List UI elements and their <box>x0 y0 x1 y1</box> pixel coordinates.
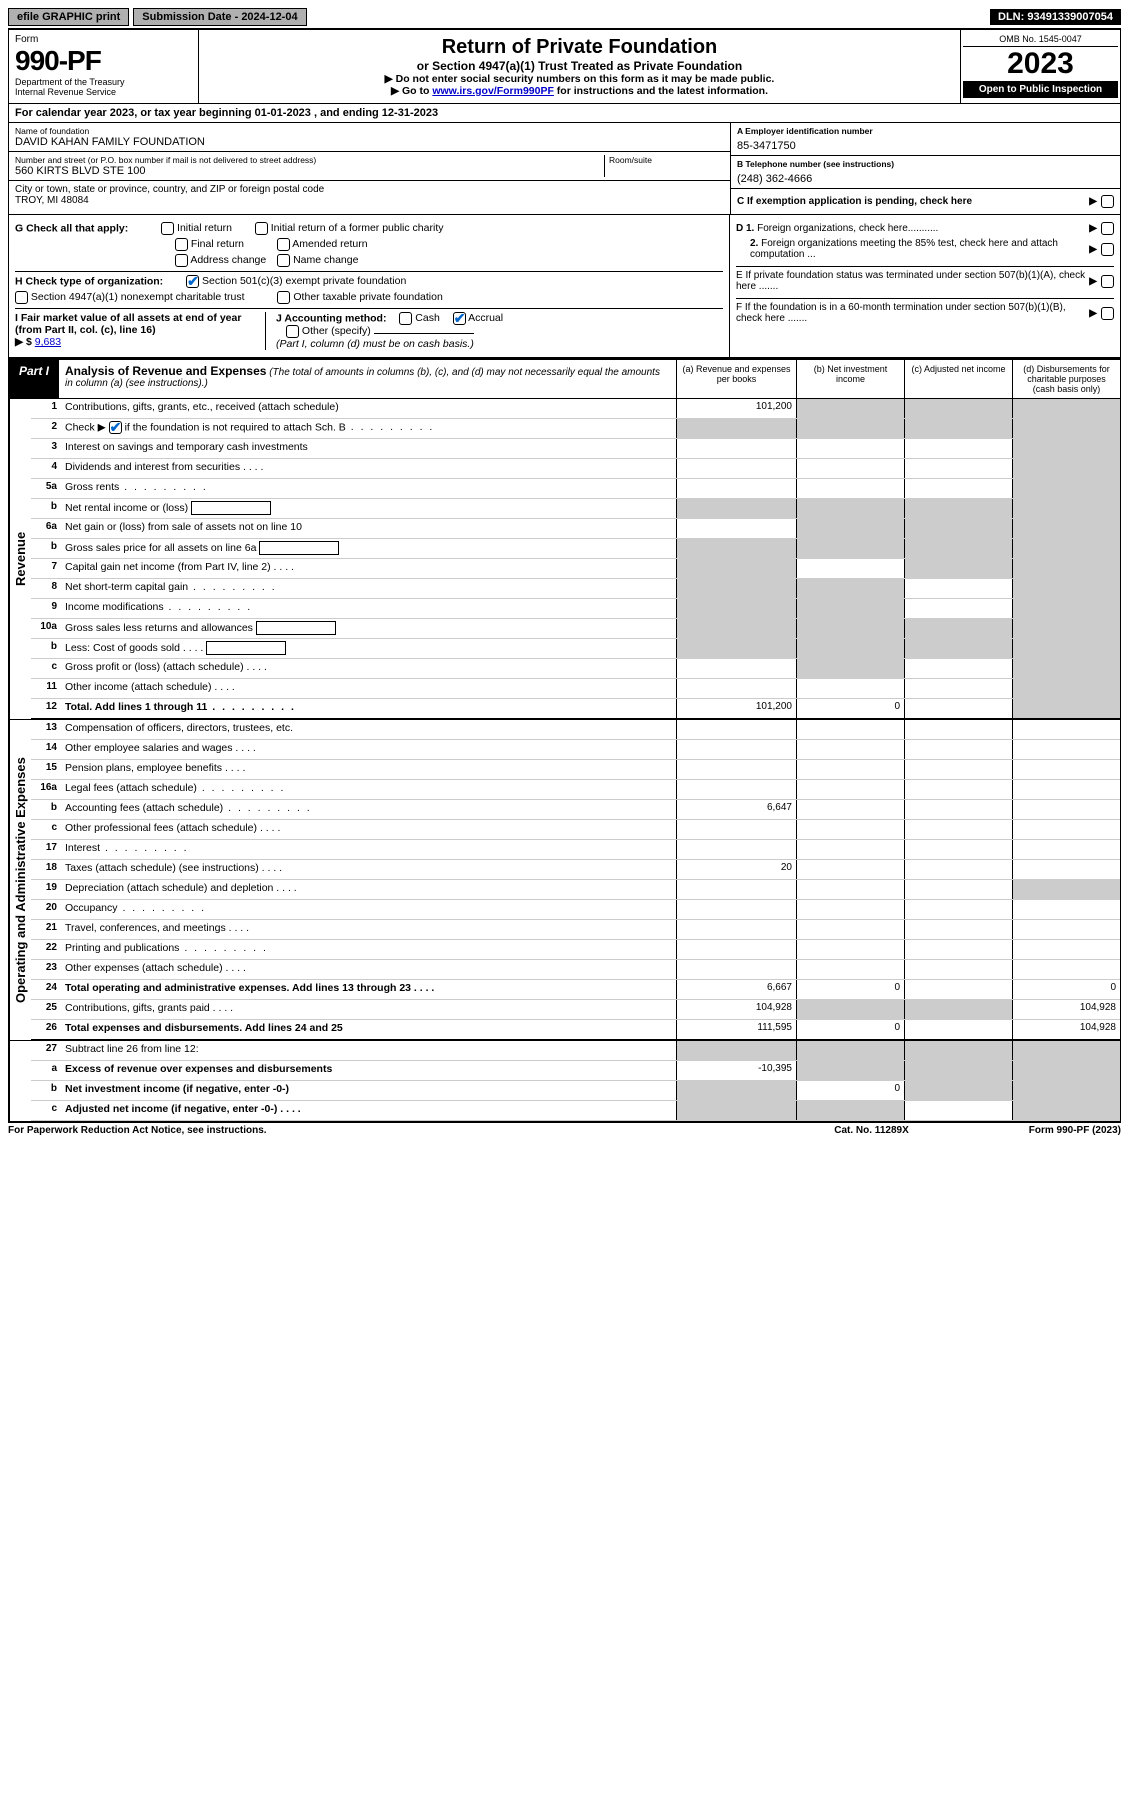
j-other-checkbox[interactable] <box>286 325 299 338</box>
top-bar: efile GRAPHIC print Submission Date - 20… <box>8 8 1121 26</box>
g-amended-checkbox[interactable] <box>277 238 290 251</box>
revenue-label: Revenue <box>9 399 31 719</box>
g-row: G Check all that apply: Initial return I… <box>15 222 723 235</box>
col-a-head: (a) Revenue and expenses per books <box>676 360 796 398</box>
col-d-head: (d) Disbursements for charitable purpose… <box>1012 360 1120 398</box>
note2: ▶ Go to www.irs.gov/Form990PF for instru… <box>209 85 950 97</box>
f-checkbox[interactable] <box>1101 307 1114 320</box>
open-public: Open to Public Inspection <box>963 81 1118 98</box>
footer-left: For Paperwork Reduction Act Notice, see … <box>8 1125 267 1136</box>
h-501c3-checkbox[interactable] <box>186 275 199 288</box>
form-subtitle: or Section 4947(a)(1) Trust Treated as P… <box>209 59 950 73</box>
efile-button[interactable]: efile GRAPHIC print <box>8 8 129 26</box>
footer-mid: Cat. No. 11289X <box>834 1125 908 1136</box>
note1: ▶ Do not enter social security numbers o… <box>209 73 950 85</box>
g-initial-checkbox[interactable] <box>161 222 174 235</box>
g-name-checkbox[interactable] <box>277 254 290 267</box>
fmv-value[interactable]: 9,683 <box>35 336 61 348</box>
header-right: OMB No. 1545-0047 2023 Open to Public In… <box>960 30 1120 103</box>
col-b-head: (b) Net investment income <box>796 360 904 398</box>
g-initial-former-checkbox[interactable] <box>255 222 268 235</box>
h-4947-checkbox[interactable] <box>15 291 28 304</box>
phone-cell: B Telephone number (see instructions) (2… <box>731 156 1120 189</box>
name-cell: Name of foundation DAVID KAHAN FAMILY FO… <box>9 123 730 152</box>
header-left: Form 990-PF Department of the Treasury I… <box>9 30 199 103</box>
checks-grid: G Check all that apply: Initial return I… <box>8 215 1121 358</box>
g-address-checkbox[interactable] <box>175 254 188 267</box>
dln-label: DLN: 93491339007054 <box>990 9 1121 25</box>
ein-cell: A Employer identification number 85-3471… <box>731 123 1120 156</box>
part-label: Part I <box>9 360 59 398</box>
submission-date: Submission Date - 2024-12-04 <box>133 8 306 26</box>
part-desc: Analysis of Revenue and Expenses (The to… <box>59 360 676 398</box>
schb-checkbox[interactable] <box>109 421 122 434</box>
footer-right: Form 990-PF (2023) <box>1029 1125 1121 1136</box>
header-mid: Return of Private Foundation or Section … <box>199 30 960 103</box>
tax-year: 2023 <box>963 47 1118 81</box>
form-header: Form 990-PF Department of the Treasury I… <box>8 28 1121 104</box>
city-cell: City or town, state or province, country… <box>9 181 730 209</box>
summary-table: 27Subtract line 26 from line 12: aExcess… <box>8 1041 1121 1123</box>
d2-row: 2. Foreign organizations meeting the 85%… <box>736 238 1114 267</box>
irs-label: Internal Revenue Service <box>15 87 192 97</box>
info-grid: Name of foundation DAVID KAHAN FAMILY FO… <box>8 123 1121 215</box>
d2-checkbox[interactable] <box>1101 243 1114 256</box>
j-cash-checkbox[interactable] <box>399 312 412 325</box>
f-row: F If the foundation is in a 60-month ter… <box>736 302 1114 324</box>
d1-row: D 1. Foreign organizations, check here..… <box>736 222 1114 235</box>
h-other-checkbox[interactable] <box>277 291 290 304</box>
col-c-head: (c) Adjusted net income <box>904 360 1012 398</box>
irs-link[interactable]: www.irs.gov/Form990PF <box>432 85 554 97</box>
dept-label: Department of the Treasury <box>15 77 192 87</box>
calendar-year: For calendar year 2023, or tax year begi… <box>8 104 1121 123</box>
form-number: 990-PF <box>15 45 192 77</box>
form-title: Return of Private Foundation <box>209 36 950 59</box>
page-footer: For Paperwork Reduction Act Notice, see … <box>8 1125 1121 1136</box>
expense-label: Operating and Administrative Expenses <box>9 720 31 1040</box>
omb-number: OMB No. 1545-0047 <box>963 32 1118 47</box>
part1-header: Part I Analysis of Revenue and Expenses … <box>8 358 1121 399</box>
form-label: Form <box>15 34 192 45</box>
d1-checkbox[interactable] <box>1101 222 1114 235</box>
e-row: E If private foundation status was termi… <box>736 270 1114 299</box>
c-checkbox[interactable] <box>1101 195 1114 208</box>
g-final-checkbox[interactable] <box>175 238 188 251</box>
addr-cell: Number and street (or P.O. box number if… <box>9 152 730 181</box>
h-row: H Check type of organization: Section 50… <box>15 275 723 288</box>
e-checkbox[interactable] <box>1101 275 1114 288</box>
c-check-row: C If exemption application is pending, c… <box>731 192 1120 211</box>
j-accrual-checkbox[interactable] <box>453 312 466 325</box>
revenue-table: Revenue 1Contributions, gifts, grants, e… <box>8 399 1121 720</box>
expense-table: Operating and Administrative Expenses 13… <box>8 720 1121 1041</box>
